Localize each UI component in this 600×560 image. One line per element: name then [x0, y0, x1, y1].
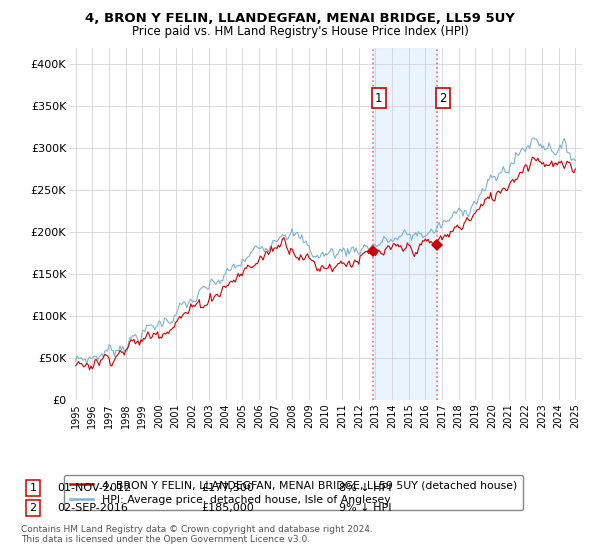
Text: Contains HM Land Registry data © Crown copyright and database right 2024.
This d: Contains HM Land Registry data © Crown c… [21, 525, 373, 544]
Text: 02-SEP-2016: 02-SEP-2016 [57, 503, 128, 513]
Text: £177,500: £177,500 [201, 483, 254, 493]
Text: £185,000: £185,000 [201, 503, 254, 513]
Text: 8% ↓ HPI: 8% ↓ HPI [339, 483, 391, 493]
Text: 1: 1 [29, 483, 37, 493]
Bar [373, 48, 437, 400]
Legend: 4, BRON Y FELIN, LLANDEGFAN, MENAI BRIDGE, LL59 5UY (detached house), HPI: Avera: 4, BRON Y FELIN, LLANDEGFAN, MENAI BRIDG… [64, 475, 523, 510]
Text: 9% ↓ HPI: 9% ↓ HPI [339, 503, 391, 513]
Text: 01-NOV-2012: 01-NOV-2012 [57, 483, 131, 493]
Text: 2: 2 [29, 503, 37, 513]
Text: 4, BRON Y FELIN, LLANDEGFAN, MENAI BRIDGE, LL59 5UY: 4, BRON Y FELIN, LLANDEGFAN, MENAI BRIDG… [85, 12, 515, 25]
Text: 1: 1 [375, 91, 383, 105]
Text: Price paid vs. HM Land Registry's House Price Index (HPI): Price paid vs. HM Land Registry's House … [131, 25, 469, 38]
Text: 2: 2 [439, 91, 446, 105]
